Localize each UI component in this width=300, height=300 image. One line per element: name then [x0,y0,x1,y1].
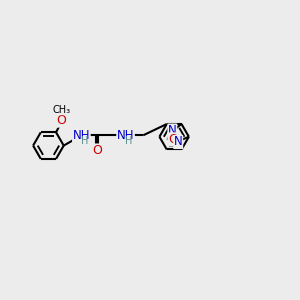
Text: O: O [92,144,102,157]
Text: O: O [56,114,66,127]
Text: NH: NH [117,129,134,142]
Text: CH₃: CH₃ [52,105,70,115]
Text: NH: NH [73,129,90,142]
Text: O: O [168,133,178,146]
Text: methoxy: methoxy [62,112,68,114]
Text: N: N [174,136,183,148]
Text: H: H [125,136,132,146]
Text: H: H [81,136,88,146]
Text: N: N [168,124,177,137]
